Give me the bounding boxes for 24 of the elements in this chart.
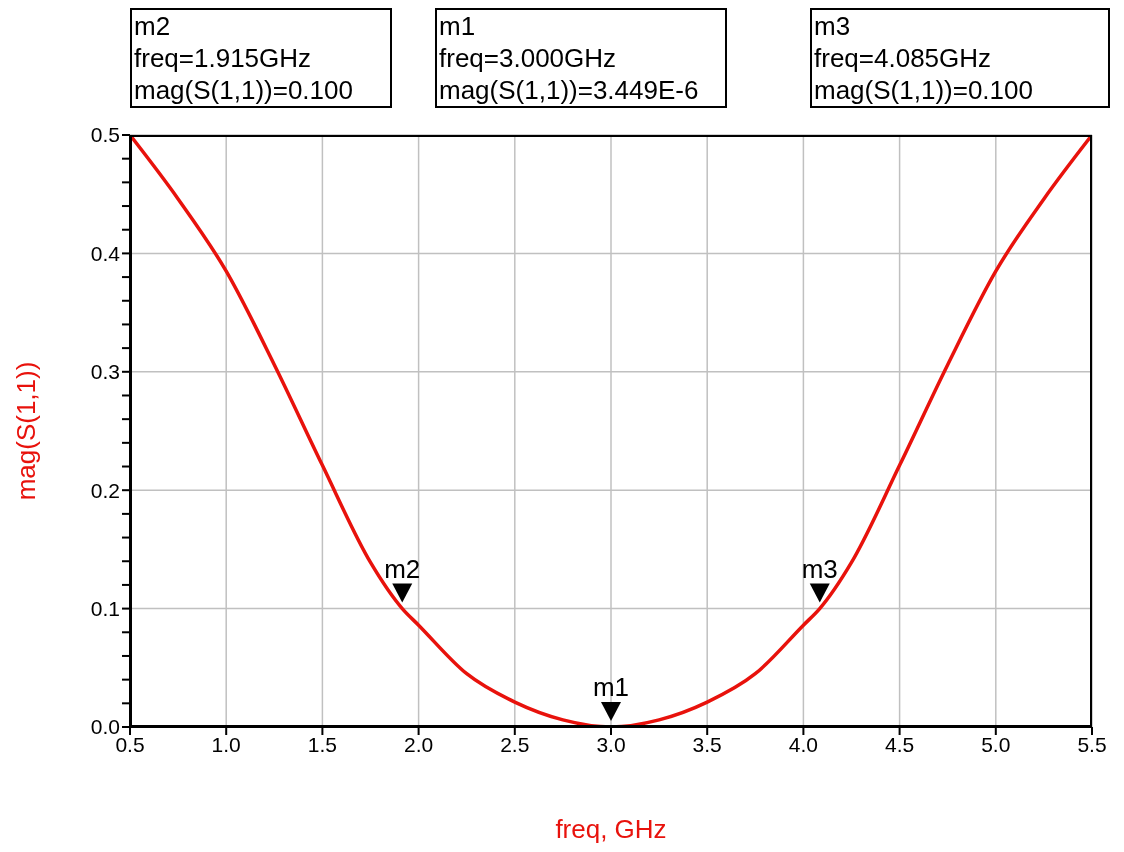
annotation: m3 <box>801 553 838 584</box>
text: m3 freq=4.085GHz mag(S(1,1))=0.100 <box>810 8 1110 108</box>
y-tick-label: 0.1 <box>90 597 120 621</box>
x-axis-title: freq, GHz <box>555 814 667 844</box>
x-tick-label: 4.5 <box>885 732 915 756</box>
annotation: m2 <box>384 553 421 584</box>
y-tick-label: 0.4 <box>90 241 121 265</box>
x-tick-label: 2.5 <box>500 732 530 756</box>
y-axis-title: mag(S(1,1)) <box>11 361 42 501</box>
y-tick-label: 0.3 <box>90 360 120 384</box>
x-tick-label: 3.5 <box>692 732 722 756</box>
x-tick-label: 1.0 <box>211 732 241 756</box>
y-tick-label: 0.5 <box>90 123 120 147</box>
x-tick-label: 4.0 <box>788 732 818 756</box>
x-tick-label: 3.0 <box>596 732 626 756</box>
text: m2 freq=1.915GHz mag(S(1,1))=0.100 <box>130 8 392 108</box>
annotation: m1 <box>592 672 630 702</box>
text: m1 freq=3.000GHz mag(S(1,1))=3.449E-6 <box>435 8 727 108</box>
x-tick-label: 5.0 <box>981 732 1011 756</box>
x-tick-label: 5.5 <box>1077 732 1107 756</box>
x-tick-label: 2.0 <box>404 732 434 756</box>
y-tick-label: 0.0 <box>90 715 120 739</box>
x-tick-label: 1.5 <box>307 732 337 756</box>
y-tick-label: 0.2 <box>90 478 120 502</box>
